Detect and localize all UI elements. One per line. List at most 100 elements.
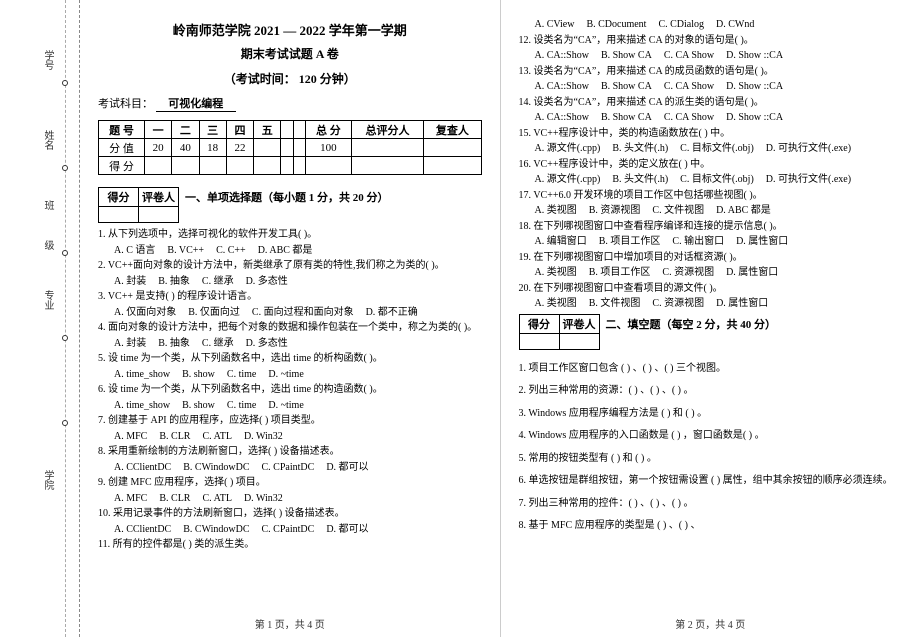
td (293, 139, 305, 157)
option: C. 面向过程和面向对象 (252, 306, 354, 321)
question-options: A. CA::ShowB. Show CAC. CA ShowD. Show :… (519, 80, 903, 95)
option: C. CA Show (664, 49, 714, 64)
option: C. C++ (216, 244, 246, 259)
option: D. 属性窗口 (726, 266, 778, 281)
option: B. CWindowDC (183, 523, 249, 538)
question-options: A. 编辑窗口B. 项目工作区C. 输出窗口D. 属性窗口 (519, 235, 903, 250)
th: 评卷人 (139, 188, 179, 207)
subject-label: 考试科目： (98, 98, 153, 110)
option: B. 头文件(.h) (612, 142, 668, 157)
option: B. 项目工作区 (599, 235, 661, 250)
section1-questions: 1. 从下列选项中，选择可视化的软件开发工具( )。A. C 语言B. VC++… (98, 228, 482, 553)
question-text: 18. 在下列哪视图窗口中查看程序编译和连接的提示信息( )。 (519, 220, 903, 235)
question-options: A. 封装B. 抽象C. 继承D. 多态性 (98, 275, 482, 290)
td: 22 (226, 139, 253, 157)
fill-question: 4. Windows 应用程序的入口函数是 ( ) ，窗口函数是( ) 。 (519, 429, 903, 444)
th: 一 (145, 121, 172, 139)
option: A. C 语言 (114, 244, 155, 259)
question-text: 7. 创建基于 API 的应用程序，应选择( ) 项目类型。 (98, 414, 482, 429)
page-1: 岭南师范学院 2021 — 2022 学年第一学期 期末考试试题 A 卷 （考试… (80, 0, 500, 637)
score-got-row: 得 分 (99, 157, 482, 175)
fill-question: 8. 基于 MFC 应用程序的类型是 ( ) 、( ) 、 (519, 519, 903, 534)
option: B. CLR (159, 492, 190, 507)
td (254, 139, 281, 157)
td: 分 值 (99, 139, 145, 157)
option: B. show (182, 399, 215, 414)
option: B. CWindowDC (183, 461, 249, 476)
question-options: A. 源文件(.cpp)B. 头文件(.h)C. 目标文件(.obj)D. 可执… (519, 142, 903, 157)
subject-line: 考试科目： 可视化编程 (98, 95, 482, 112)
gutter-label: 专业 (40, 290, 55, 310)
exam-title: 期末考试试题 A 卷 (98, 45, 482, 62)
option: D. 都可以 (326, 523, 368, 538)
option: D. 属性窗口 (716, 297, 768, 312)
option: C. CA Show (664, 80, 714, 95)
th: 得分 (99, 188, 139, 207)
question-options: A. MFCB. CLRC. ATLD. Win32 (98, 430, 482, 445)
option: D. 都不正确 (366, 306, 418, 321)
question-options: A. 仅面向对象B. 仅面向过C. 面向过程和面向对象D. 都不正确 (98, 306, 482, 321)
option: A. 源文件(.cpp) (535, 173, 601, 188)
td: 20 (145, 139, 172, 157)
gutter-label: 学号 (40, 50, 55, 70)
question-options: A. 类视图B. 项目工作区C. 资源视图D. 属性窗口 (519, 266, 903, 281)
subject-value: 可视化编程 (156, 95, 236, 112)
option: B. 项目工作区 (589, 266, 651, 281)
option: B. Show CA (601, 49, 652, 64)
page-number-1: 第 1 页，共 4 页 (80, 616, 500, 631)
question-options: A. CViewB. CDocumentC. CDialogD. CWnd (519, 18, 903, 33)
score-header-row: 题 号 一 二 三 四 五 总 分 总评分人 复查人 (99, 121, 482, 139)
gutter-label: 班 (40, 200, 55, 210)
th: 五 (254, 121, 281, 139)
td: 40 (172, 139, 199, 157)
option: B. 文件视图 (589, 297, 641, 312)
td: 得 分 (99, 157, 145, 175)
gutter-label: 学院 (40, 470, 55, 490)
question-text: 19. 在下列哪视图窗口中增加项目的对话框资源( )。 (519, 251, 903, 266)
exam-time: （考试时间： 120 分钟） (98, 70, 482, 87)
fill-question: 6. 单选按钮是群组按钮，第一个按钮需设置 ( ) 属性，组中其余按钮的顺序必须… (519, 474, 903, 489)
question-text: 20. 在下列哪视图窗口中查看项目的源文件( )。 (519, 282, 903, 297)
fill-question: 7. 列出三种常用的控件：( ) 、( ) 、( ) 。 (519, 497, 903, 512)
th: 题 号 (99, 121, 145, 139)
question-text: 16. VC++程序设计中，类的定义放在( ) 中。 (519, 158, 903, 173)
option: A. 类视图 (535, 204, 577, 219)
fill-question: 5. 常用的按钮类型有 ( ) 和 ( ) 。 (519, 452, 903, 467)
option: D. 属性窗口 (736, 235, 788, 250)
option: C. CPaintDC (262, 461, 315, 476)
fill-question: 3. Windows 应用程序编程方法是 ( ) 和 ( ) 。 (519, 407, 903, 422)
section-score-box: 得分 评卷人 (98, 187, 179, 223)
option: A. 类视图 (535, 266, 577, 281)
option: B. VC++ (167, 244, 204, 259)
question-text: 10. 采用记录事件的方法刷新窗口，选择( ) 设备描述表。 (98, 507, 482, 522)
option: C. CPaintDC (262, 523, 315, 538)
option: A. CA::Show (535, 80, 589, 95)
option: B. 头文件(.h) (612, 173, 668, 188)
question-text: 5. 设 time 为一个类，从下列函数名中，选出 time 的析构函数( )。 (98, 352, 482, 367)
option: C. time (227, 399, 256, 414)
question-options: A. 类视图B. 文件视图C. 资源视图D. 属性窗口 (519, 297, 903, 312)
option: D. ~time (268, 368, 303, 383)
option: C. CDialog (658, 18, 704, 33)
td: 100 (305, 139, 351, 157)
section2-questions: 1. 项目工作区窗口包含 ( ) 、( ) 、( ) 三个视图。2. 列出三种常… (519, 362, 903, 534)
option: C. CA Show (664, 111, 714, 126)
question-options: A. MFCB. CLRC. ATLD. Win32 (98, 492, 482, 507)
option: B. 抽象 (158, 337, 190, 352)
fill-question: 2. 列出三种常用的资源：( ) 、( ) 、( ) 。 (519, 384, 903, 399)
option: A. 源文件(.cpp) (535, 142, 601, 157)
option: B. 抽象 (158, 275, 190, 290)
option: D. 多态性 (246, 275, 288, 290)
th (293, 121, 305, 139)
question-options: A. time_showB. showC. timeD. ~time (98, 399, 482, 414)
option: B. Show CA (601, 80, 652, 95)
question-text: 8. 采用重新绘制的方法刷新窗口，选择( ) 设备描述表。 (98, 445, 482, 460)
section1-continued: A. CViewB. CDocumentC. CDialogD. CWnd12.… (519, 18, 903, 312)
question-text: 4. 面向对象的设计方法中，把每个对象的数据和操作包装在一个类中，称之为类的( … (98, 321, 482, 336)
option: B. 仅面向过 (188, 306, 240, 321)
th: 三 (199, 121, 226, 139)
th: 得分 (519, 314, 559, 333)
option: A. time_show (114, 368, 170, 383)
option: D. Show ::CA (726, 49, 783, 64)
option: B. Show CA (601, 111, 652, 126)
